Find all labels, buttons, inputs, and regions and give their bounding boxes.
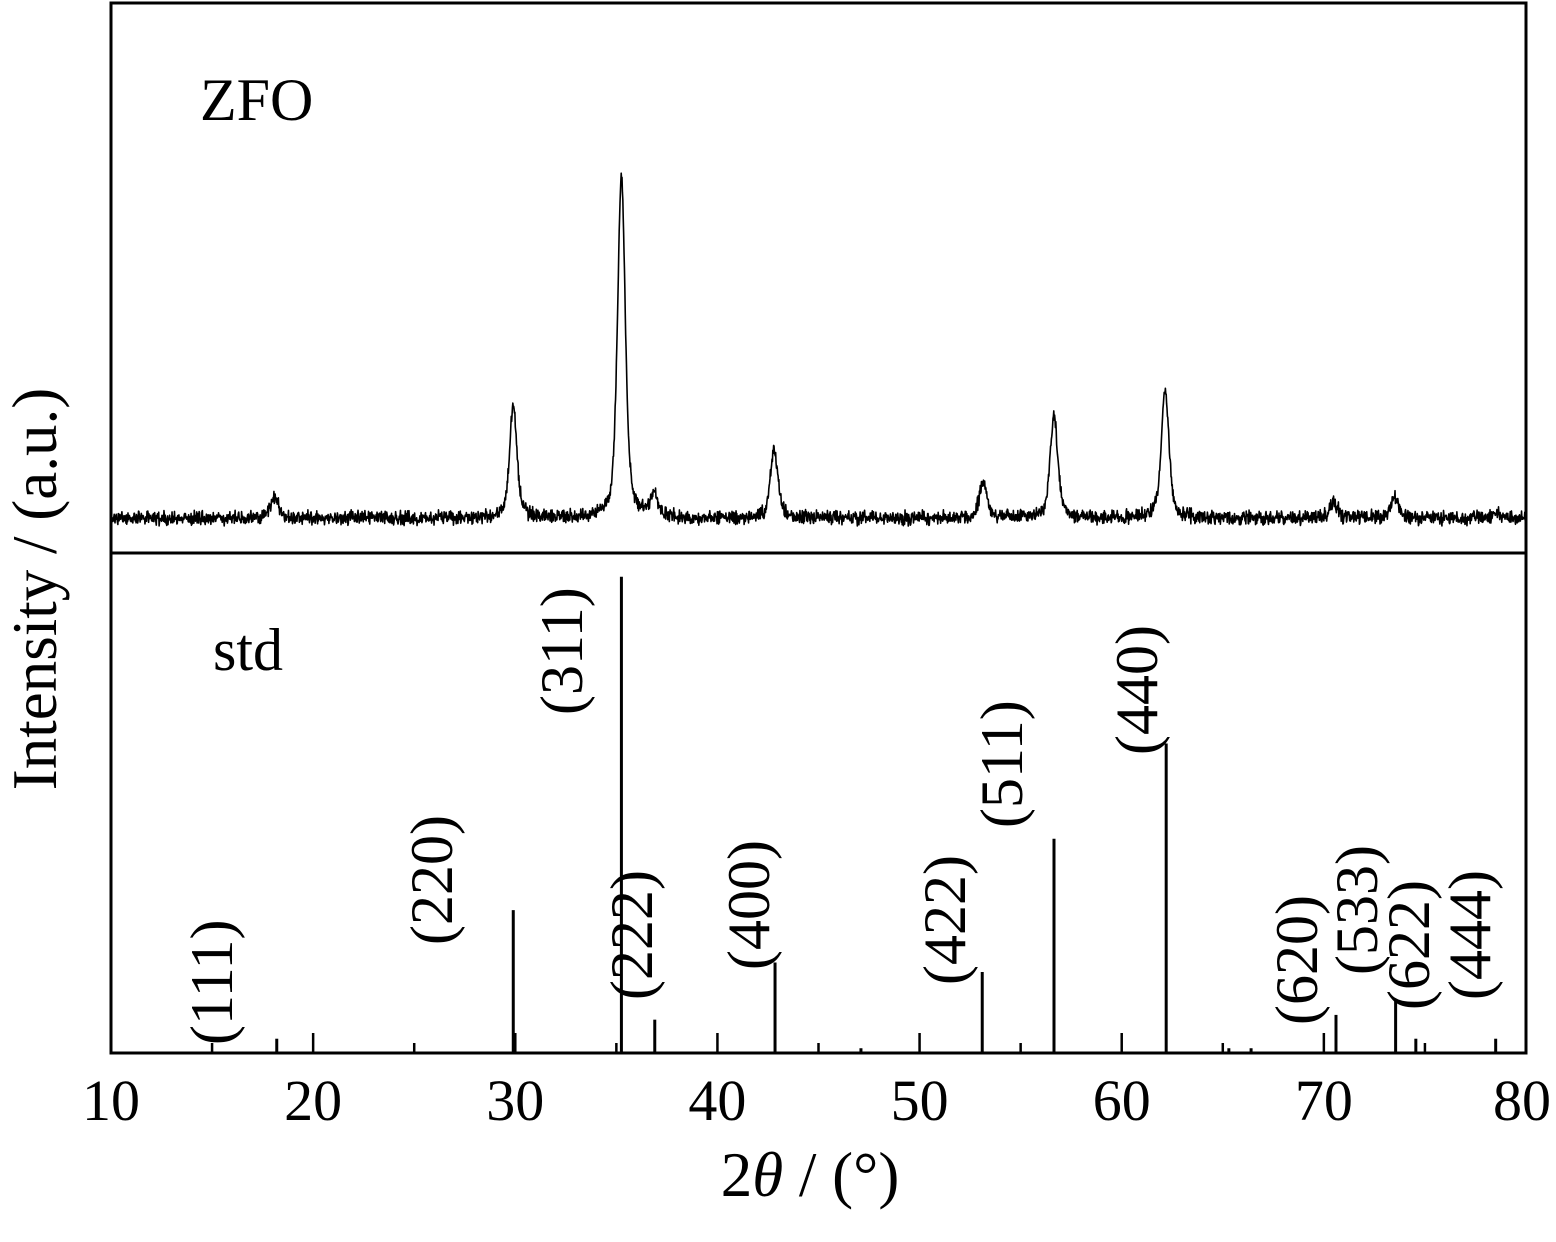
x-axis-ticks (109, 1033, 1528, 1053)
hkl-label-511: (511) (969, 700, 1035, 828)
hkl-label-620: (620) (1264, 895, 1330, 1025)
zfo-pattern-line (110, 172, 1527, 527)
hkl-label-444: (444) (1437, 870, 1503, 1000)
hkl-label-400: (400) (716, 840, 782, 970)
x-tick-label: 60 (1093, 1068, 1151, 1133)
x-tick-label: 30 (486, 1068, 544, 1133)
x-axis-title: 2θ / (°) (721, 1140, 900, 1210)
x-tick-label: 70 (1295, 1068, 1353, 1133)
hkl-labels: (111) (220) (311) (222) (400) (422) (511… (179, 587, 1503, 1045)
hkl-label-440: (440) (1104, 625, 1170, 755)
hkl-label-220: (220) (399, 815, 465, 945)
hkl-label-111: (111) (179, 919, 245, 1045)
x-tick-labels: 10 20 30 40 50 60 70 80 (82, 1068, 1551, 1133)
x-tick-label: 80 (1493, 1068, 1551, 1133)
zfo-panel (110, 172, 1527, 527)
x-tick-label: 20 (284, 1068, 342, 1133)
panel-label-std: std (213, 617, 283, 683)
x-axis-title-part: 2 (721, 1140, 753, 1210)
panel-label-zfo: ZFO (200, 67, 313, 133)
hkl-label-622: (622) (1376, 880, 1442, 1010)
x-tick-label: 40 (688, 1068, 746, 1133)
hkl-label-311: (311) (529, 587, 595, 715)
hkl-label-533: (533) (1324, 845, 1390, 975)
x-tick-label: 50 (891, 1068, 949, 1133)
x-tick-label: 10 (82, 1068, 140, 1133)
y-axis-title: Intensity / (a.u.) (0, 388, 70, 790)
theta-symbol: θ (752, 1140, 783, 1210)
std-reference-lines (275, 576, 1498, 1053)
plot-frame (109, 1, 1528, 1055)
hkl-label-422: (422) (912, 855, 978, 985)
hkl-label-222: (222) (599, 870, 665, 1000)
x-axis-title-part: / (°) (783, 1140, 899, 1210)
